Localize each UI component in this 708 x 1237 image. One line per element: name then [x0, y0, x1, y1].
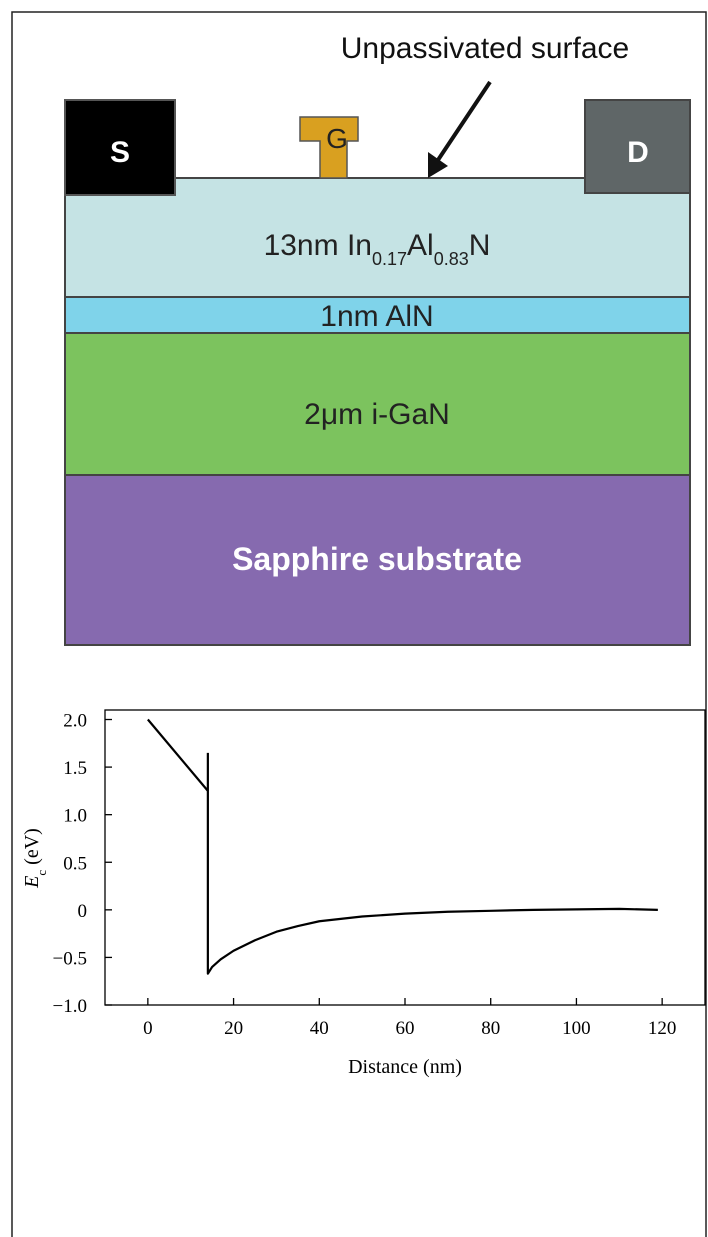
plot-frame — [105, 710, 705, 1005]
x-tick-label: 60 — [396, 1018, 415, 1039]
text-part: 13nm In — [264, 229, 372, 262]
x-tick-label: 40 — [310, 1018, 329, 1039]
x-tick-label: 80 — [481, 1018, 500, 1039]
x-tick-label: 120 — [648, 1018, 677, 1039]
x-tick-label: 20 — [224, 1018, 243, 1039]
page: S D G Unpassivated surface 13nm In0.17Al… — [0, 0, 708, 1237]
text-part: 1nm AlN — [320, 300, 433, 333]
annotation: Unpassivated surface — [341, 32, 630, 65]
text-part: (eV) — [21, 828, 43, 870]
text-part: N — [469, 229, 491, 262]
y-tick-label: −1.0 — [53, 996, 87, 1017]
layer-label: Sapphire substrate — [232, 541, 522, 577]
gate-label: G — [326, 123, 348, 154]
annotation-arrow — [436, 82, 490, 163]
x-axis-label: Distance (nm) — [348, 1056, 462, 1078]
data-line — [148, 720, 658, 974]
y-tick-label: −0.5 — [53, 948, 87, 969]
y-tick-label: 1.0 — [63, 806, 87, 827]
y-tick-label: 1.5 — [63, 758, 87, 779]
x-tick-label: 0 — [143, 1018, 153, 1039]
text-part: Al — [407, 229, 434, 262]
drain-label: D — [627, 136, 649, 169]
subscript: 0.17 — [372, 249, 407, 269]
y-tick-label: 0 — [78, 901, 88, 922]
figure: S D G Unpassivated surface 13nm In0.17Al… — [0, 0, 708, 1237]
x-tick-label: 100 — [562, 1018, 591, 1039]
y-tick-label: 0.5 — [63, 853, 87, 874]
text-part: 2μm i-GaN — [304, 398, 450, 431]
layer-label: 1nm AlN — [320, 300, 433, 333]
arrow-head — [428, 152, 448, 178]
y-axis-label: Ec (eV) — [21, 828, 49, 889]
source-label: S — [110, 136, 130, 169]
text-part: E — [21, 876, 43, 889]
layer-label: 2μm i-GaN — [304, 398, 450, 431]
text-part: Sapphire substrate — [232, 541, 522, 577]
y-tick-label: 2.0 — [63, 711, 87, 732]
subscript: 0.83 — [434, 249, 469, 269]
